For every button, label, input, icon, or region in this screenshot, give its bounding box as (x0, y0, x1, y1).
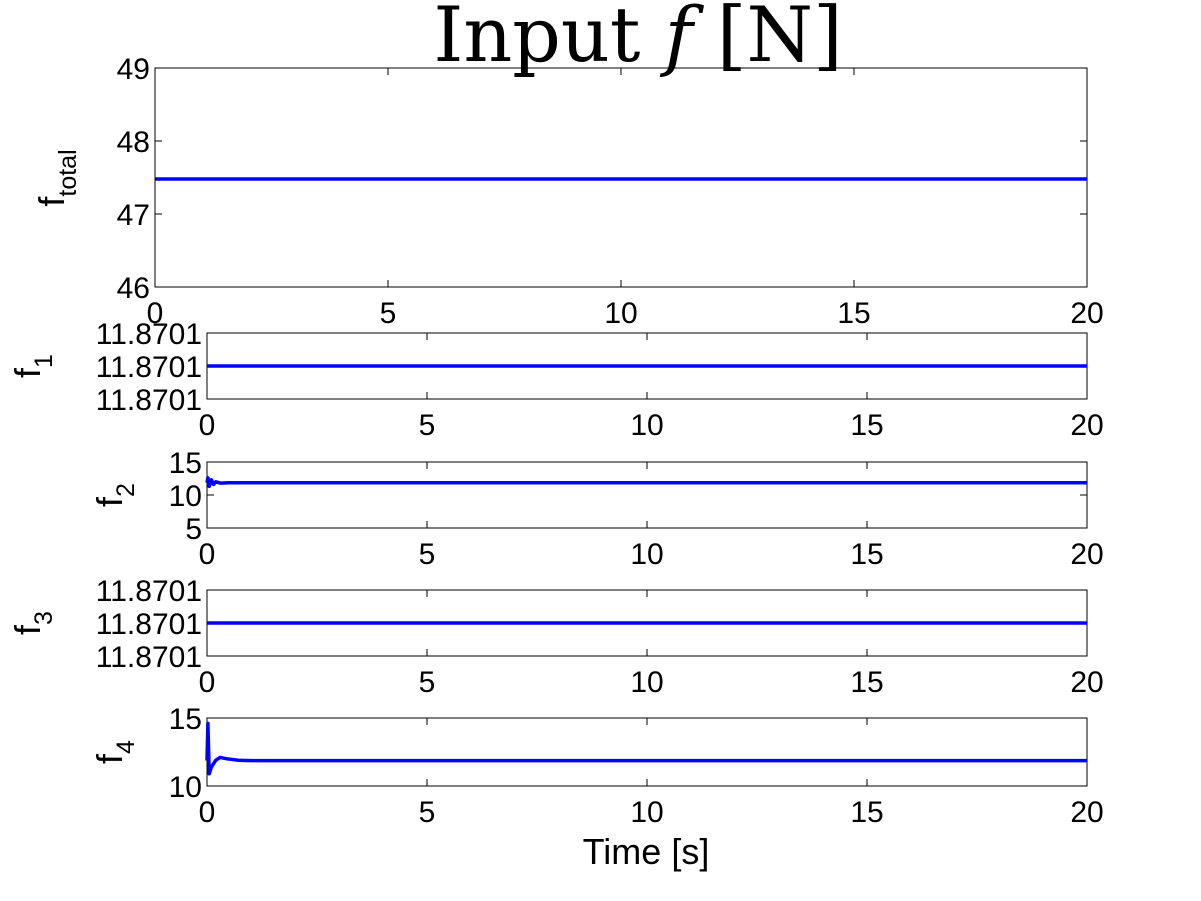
axes-box (206, 461, 1088, 529)
x-tick-label: 5 (419, 796, 436, 829)
y-tick-label: 10 (169, 480, 202, 513)
y-tick-label: 46 (117, 272, 150, 305)
y-tick-label: 15 (169, 447, 202, 480)
x-tick-label: 15 (850, 538, 883, 571)
y-axis-label: f3 (7, 611, 58, 635)
x-tick-label: 5 (419, 666, 436, 699)
x-tick-label: 5 (419, 538, 436, 571)
x-tick-label: 10 (630, 666, 663, 699)
x-tick-label: 15 (850, 796, 883, 829)
y-axis-label: f1 (7, 354, 58, 378)
y-tick-label: 15 (169, 703, 202, 736)
y-axis-label-base: f (31, 196, 72, 207)
y-tick-label: 47 (117, 199, 150, 232)
x-tick-label: 20 (1070, 297, 1103, 330)
x-tick-label: 0 (199, 666, 216, 699)
x-tick-label: 5 (419, 409, 436, 442)
y-tick-label: 49 (117, 53, 150, 86)
y-axis-label: f2 (89, 483, 140, 507)
x-tick-label: 20 (1070, 666, 1103, 699)
x-tick-label: 20 (1070, 796, 1103, 829)
x-tick-label: 10 (604, 297, 637, 330)
title-text: Input (433, 0, 664, 79)
x-tick-label: 0 (147, 297, 164, 330)
subplot-1: 0 5 10 15 20 46 47 48 49 ftotal (31, 53, 1104, 330)
y-axis-label: f4 (89, 740, 140, 764)
title-unit: [N] (693, 0, 843, 79)
y-tick-label: 11.8701 (96, 575, 202, 608)
x-tick-label: 0 (199, 538, 216, 571)
y-axis-label-base: f (7, 624, 48, 635)
y-tick-label: 11.8701 (96, 384, 202, 417)
series-line (205, 476, 1087, 489)
x-tick-label: 10 (630, 409, 663, 442)
y-tick-label: 48 (117, 126, 150, 159)
x-tick-label: 15 (850, 666, 883, 699)
axes-box (206, 717, 1088, 787)
series-line (205, 721, 1087, 776)
x-tick-label: 20 (1070, 409, 1103, 442)
y-axis-label-base: f (7, 367, 48, 378)
x-tick-label: 15 (837, 297, 870, 330)
y-tick-label: 11.8701 (96, 318, 202, 351)
y-axis-label-subscript: 2 (112, 483, 140, 497)
y-tick-label: 10 (169, 771, 202, 804)
y-axis-label-base: f (89, 496, 130, 507)
y-axis-label: ftotal (31, 149, 82, 206)
y-tick-label: 11.8701 (96, 608, 202, 641)
y-axis-label-subscript: 1 (30, 354, 58, 368)
x-tick-label: 10 (630, 796, 663, 829)
x-tick-label: 20 (1070, 538, 1103, 571)
x-tick-label: 0 (199, 409, 216, 442)
x-tick-label: 10 (630, 538, 663, 571)
y-tick-label: 5 (185, 513, 202, 546)
y-axis-label-subscript: 4 (112, 740, 140, 754)
y-axis-label-subscript: total (54, 149, 82, 196)
x-tick-label: 15 (850, 409, 883, 442)
y-axis-label-subscript: 3 (30, 611, 58, 625)
y-axis-label-base: f (89, 753, 130, 764)
y-tick-label: 11.8701 (96, 641, 202, 674)
subplot-5: 0 5 10 15 20 10 15 f4 (89, 703, 1104, 829)
x-tick-label: 5 (380, 297, 397, 330)
y-tick-label: 11.8701 (96, 351, 202, 384)
x-tick-label: 0 (199, 796, 216, 829)
x-axis-label: Time [s] (583, 831, 710, 872)
figure-title: Input f [N] (433, 0, 842, 79)
